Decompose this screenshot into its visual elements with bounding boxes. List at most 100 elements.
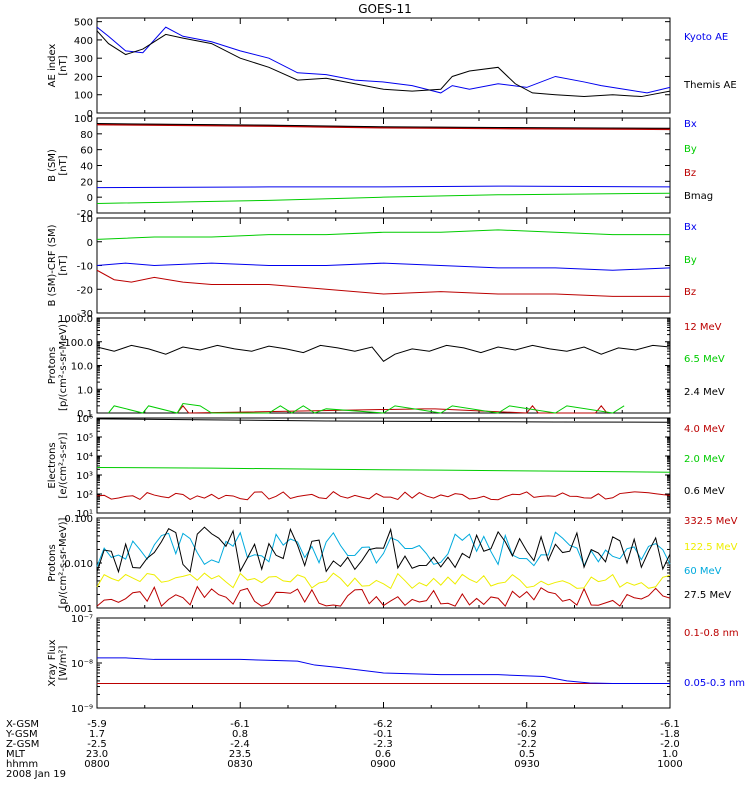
ephemeris-value: 23.5 [229,749,251,760]
legend-label: Bx [684,222,697,233]
panel-frame [96,117,671,214]
y-axis-label: [p/(cm²-s-sr-MeV)] [58,320,69,411]
legend-label: 122.5 MeV [684,542,738,553]
ephemeris-value: -6.2 [373,719,393,730]
y-tick-label: 40 [80,162,93,173]
y-axis-label: [nT] [58,55,69,75]
y-axis-label: Protons [47,544,58,581]
y-tick-label: -20 [77,209,93,220]
legend-label: 0.05-0.3 nm [684,678,745,689]
ephemeris-value: -6.1 [230,719,250,730]
y-tick-label: 10⁻⁸ [71,659,93,670]
series-line-2-0-mev [96,466,671,473]
panel-frame [96,317,671,414]
ephemeris-value: 0930 [514,759,539,770]
series-line-0-05-0-3-nm [97,657,670,685]
series-line-bz [96,269,670,297]
ephemeris-value: -5.9 [87,719,107,730]
y-tick-label: 80 [80,130,93,141]
y-tick-label: 400 [74,36,93,47]
ephemeris-value: 0800 [84,759,109,770]
panel-frame [96,417,671,514]
y-tick-label: 300 [74,54,93,65]
ephemeris-footer: X-GSM -5.9 -6.1 -6.2 -6.2 -6.1 Y-GSM 1.7 0.8 -0.1… [5,719,683,780]
legend-label: Themis AE [683,80,737,91]
legend-label: 2.4 MeV [684,387,725,398]
y-tick-label: -30 [77,309,93,320]
ephemeris-value: 1.0 [662,749,678,760]
series-line-4-0-mev [96,491,671,501]
y-tick-label: 10¹ [76,509,93,520]
y-tick-label: 200 [74,72,93,83]
series-line-by [96,192,671,204]
ephemeris-value: 0.5 [519,749,535,760]
series-line-themis-ae [96,30,671,98]
ephemeris-value: 0.8 [232,729,248,740]
series-line-6-5-mev [108,403,625,414]
y-tick-label: 20 [80,177,93,188]
y-axis-label: [p/(cm²-s-sr-MeV)] [58,517,69,608]
ephemeris-value: 1.7 [89,729,105,740]
y-tick-label: 10.0 [71,362,93,373]
panel-xray: 10⁻⁹ 10⁻⁸ 10⁻⁷ Xray Flux [W/m²] 0.1-0.8 nm 0.0… [47,614,745,715]
y-axis-label: AE index [47,44,58,88]
ephemeris-value: -2.4 [230,739,250,750]
series-line-bx [96,185,671,189]
legend-label: Bx [684,119,697,130]
y-tick-label: 10 [80,214,93,225]
y-axis-label: [nT] [58,255,69,275]
series-line-12-mev [176,405,608,414]
legend-label: Bz [684,287,696,298]
y-tick-label: 10⁻⁹ [71,704,93,715]
panel-frame [96,617,671,709]
y-tick-label: 100 [74,91,93,102]
ephemeris-value: 0.6 [375,749,391,760]
ephemeris-value: -6.2 [517,719,537,730]
y-axis-label: [e/(cm²-s-sr)] [58,432,69,498]
legend-label: 6.5 MeV [684,354,725,365]
ephemeris-row-label: hhmm [6,759,38,770]
ephemeris-value: -2.5 [87,739,107,750]
series-line-60-mev [96,531,671,567]
series-line-332-5-mev [96,585,671,608]
y-tick-label: -10 [77,262,93,273]
ephemeris-row-label: Y-GSM [5,729,38,740]
y-tick-label: 0 [87,238,93,249]
ephemeris-row-label: MLT [6,749,26,760]
legend-label: 27.5 MeV [684,590,731,601]
ephemeris-value: -1.8 [660,729,680,740]
y-tick-label: 0.1 [77,409,93,420]
legend-label: Kyoto AE [684,32,728,43]
legend-label: 12 MeV [684,322,722,333]
y-axis-label: Protons [47,347,58,384]
y-tick-label: 10⁵ [76,433,93,444]
panel-electrons: 10¹ 10² 10³ 10⁴ 10⁵ 10⁶ Electrons [e/(cm²-s-sr)… [47,414,725,520]
y-tick-label: 10⁻⁷ [71,614,93,625]
y-axis-label: Xray Flux [47,639,58,686]
y-tick-label: 1000.0 [58,314,93,325]
y-tick-label: 0 [87,193,93,204]
y-tick-label: 0 [87,109,93,120]
legend-label: 2.0 MeV [684,454,725,465]
series-line-27-5-mev [96,526,671,574]
y-tick-label: 100 [74,114,93,125]
panel-frame [96,17,671,114]
y-tick-label: -20 [77,285,93,296]
y-tick-label: 60 [80,146,93,157]
legend-label: 60 MeV [684,566,722,577]
y-tick-label: 0.010 [64,559,93,570]
y-axis-label: B (SM)-CRF (SM) [47,224,58,306]
y-tick-label: 0.100 [64,514,93,525]
ephemeris-value: 23.0 [86,749,108,760]
plot-title: GOES-11 [358,2,412,16]
legend-label: 0.6 MeV [684,486,725,497]
y-tick-label: 500 [74,18,93,29]
series-line-122-5-mev [96,572,671,590]
ephemeris-value: -2.3 [373,739,393,750]
y-axis-label: B (SM) [47,149,58,182]
ephemeris-value: 0830 [227,759,252,770]
ephemeris-value: 1000 [657,759,682,770]
legend-label: Bz [684,168,696,179]
